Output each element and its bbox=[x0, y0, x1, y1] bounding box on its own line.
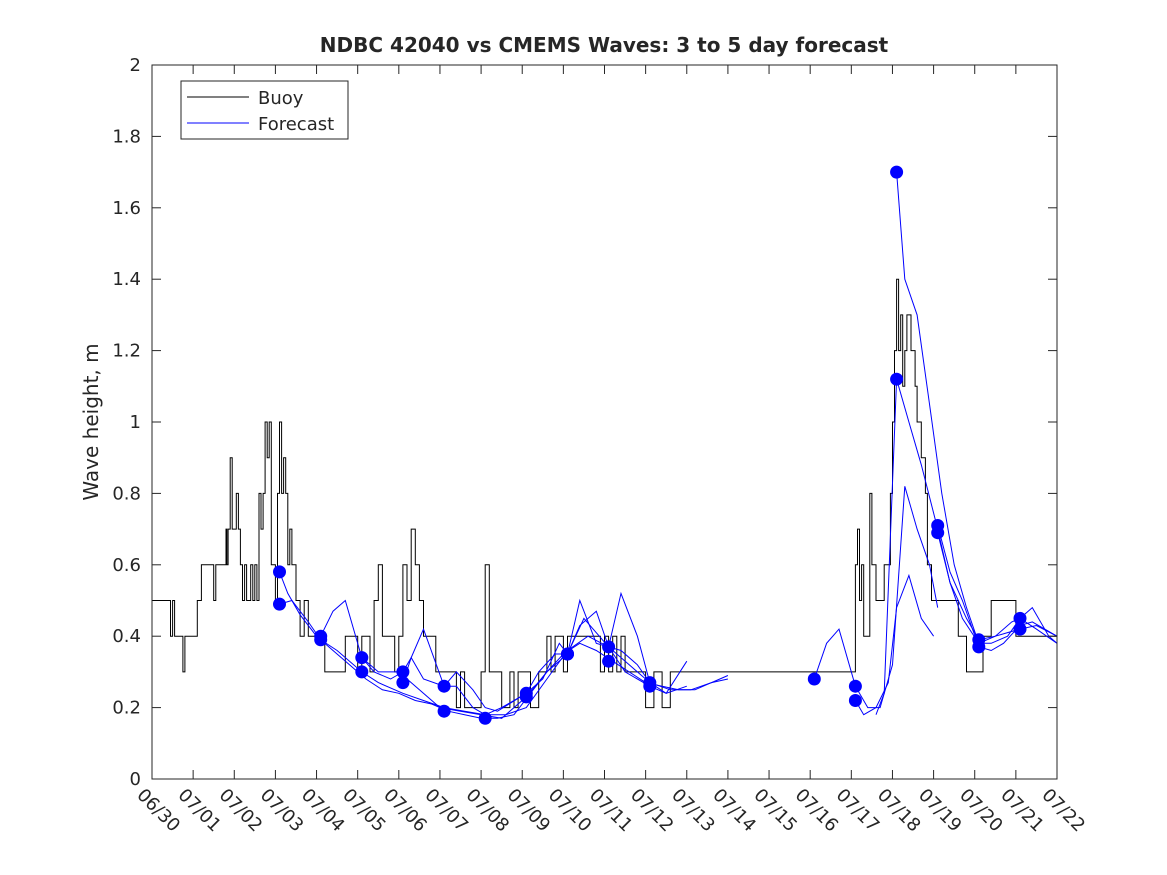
forecast-marker-point bbox=[890, 165, 904, 179]
forecast-marker-point bbox=[396, 676, 410, 690]
y-axis-label: Wave height, m bbox=[79, 343, 103, 500]
forecast-series-line-10 bbox=[937, 525, 1058, 652]
y-tick-label: 1.4 bbox=[112, 269, 141, 290]
forecast-marker-point bbox=[396, 665, 410, 679]
forecast-series-line-11 bbox=[937, 532, 1058, 641]
forecast-marker-point bbox=[890, 372, 904, 386]
forecast-marker-point bbox=[519, 690, 533, 704]
y-tick-label: 1.6 bbox=[112, 198, 141, 219]
legend: Buoy Forecast bbox=[180, 80, 349, 140]
forecast-marker-point bbox=[1013, 622, 1027, 636]
forecast-marker-point bbox=[1013, 611, 1027, 625]
y-tick-label: 1 bbox=[130, 412, 141, 433]
forecast-marker-point bbox=[355, 665, 369, 679]
y-tick-label: 1.2 bbox=[112, 341, 141, 362]
forecast-marker-point bbox=[602, 640, 616, 654]
y-tick-label: 0.4 bbox=[112, 626, 141, 647]
forecast-marker-point bbox=[807, 672, 821, 686]
marker-layer bbox=[273, 165, 1027, 725]
forecast-marker-point bbox=[355, 651, 369, 665]
forecast-series-line-6 bbox=[813, 486, 939, 709]
legend-label-forecast: Forecast bbox=[258, 114, 334, 135]
legend-box bbox=[180, 80, 349, 140]
forecast-marker-point bbox=[437, 679, 451, 693]
forecast-marker-point bbox=[972, 640, 986, 654]
forecast-series-line-7 bbox=[854, 573, 935, 716]
forecast-marker-point bbox=[273, 597, 286, 611]
forecast-marker-point bbox=[848, 694, 862, 707]
y-tick-label: 1.8 bbox=[112, 126, 141, 147]
forecast-marker-point bbox=[931, 526, 945, 540]
y-tick-label: 2 bbox=[130, 55, 141, 76]
forecast-marker-point bbox=[437, 704, 451, 718]
forecast-series-line-9 bbox=[896, 172, 1058, 644]
forecast-marker-point bbox=[314, 633, 328, 647]
forecast-marker-point bbox=[561, 647, 574, 661]
y-tick-label: 0.6 bbox=[112, 555, 141, 576]
forecast-marker-point bbox=[478, 711, 492, 725]
y-tick-label: 0.2 bbox=[112, 698, 141, 719]
forecast-marker-point bbox=[273, 565, 286, 579]
forecast-marker-point bbox=[602, 654, 616, 668]
forecast-marker-point bbox=[643, 679, 657, 693]
chart-title: NDBC 42040 vs CMEMS Waves: 3 to 5 day fo… bbox=[320, 33, 889, 57]
y-tick-label: 0 bbox=[130, 769, 141, 790]
forecast-marker-point bbox=[848, 679, 862, 693]
legend-label-buoy: Buoy bbox=[258, 88, 304, 109]
y-tick-label: 0.8 bbox=[112, 483, 141, 504]
